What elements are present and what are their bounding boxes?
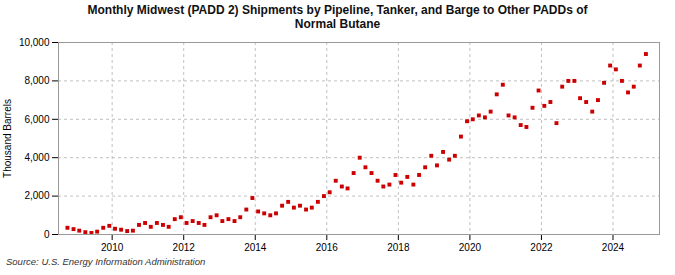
svg-text:0: 0 xyxy=(44,228,50,239)
svg-text:Thousand Barrels: Thousand Barrels xyxy=(2,99,13,178)
svg-text:2010: 2010 xyxy=(101,241,124,252)
svg-text:2022: 2022 xyxy=(530,241,553,252)
svg-text:2,000: 2,000 xyxy=(24,190,49,201)
svg-text:2024: 2024 xyxy=(602,241,625,252)
svg-text:2012: 2012 xyxy=(173,241,196,252)
html-text:Monthly Midwest (PADD 2) Shipm: Monthly Midwest (PADD 2) Shipments by Pi… xyxy=(87,3,588,32)
svg-text:2018: 2018 xyxy=(387,241,410,252)
svg-text:2014: 2014 xyxy=(244,241,267,252)
svg-text:2016: 2016 xyxy=(316,241,339,252)
svg-text:2020: 2020 xyxy=(459,241,482,252)
svg-text:8,000: 8,000 xyxy=(24,75,49,86)
svg-text:10,000: 10,000 xyxy=(19,36,50,47)
html-text:Source: U.S. Energy Informatio: Source: U.S. Energy Information Administ… xyxy=(6,255,206,267)
svg-text:6,000: 6,000 xyxy=(24,113,49,124)
svg-text:4,000: 4,000 xyxy=(24,152,49,163)
